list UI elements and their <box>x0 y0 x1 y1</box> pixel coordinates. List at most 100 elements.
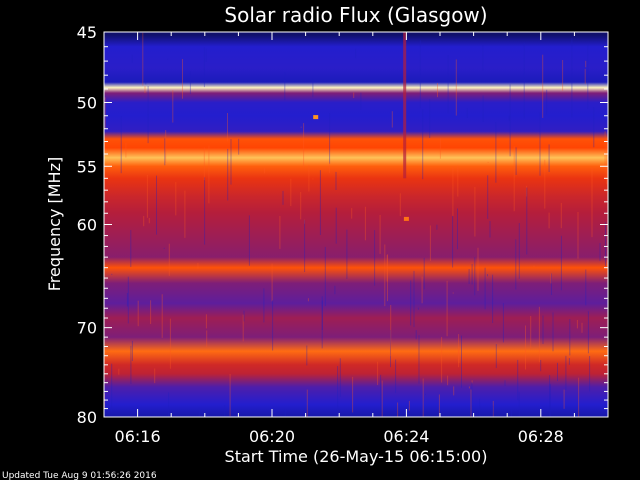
updated-timestamp: Updated Tue Aug 9 01:56:26 2016 <box>2 471 157 480</box>
texture-streak <box>304 219 305 224</box>
spectrogram-heatmap <box>104 32 608 417</box>
texture-streak <box>569 319 571 356</box>
texture-streak <box>408 400 410 411</box>
texture-streak <box>457 208 458 250</box>
texture-streak <box>384 244 386 307</box>
texture-streak <box>120 116 122 174</box>
texture-streak <box>509 84 511 157</box>
texture-streak <box>587 311 589 354</box>
texture-streak <box>492 405 494 417</box>
texture-streak <box>329 162 330 173</box>
texture-streak <box>474 257 476 296</box>
texture-streak <box>438 394 440 417</box>
texture-streak <box>578 377 580 417</box>
texture-streak <box>560 202 562 229</box>
texture-streak <box>504 380 506 387</box>
texture-streak <box>229 373 231 417</box>
texture-streak <box>544 159 546 209</box>
texture-streak <box>206 330 208 347</box>
texture-streak <box>335 171 337 190</box>
texture-streak <box>399 193 401 217</box>
texture-streak <box>198 407 200 417</box>
texture-streak <box>523 42 525 119</box>
texture-streak <box>565 355 567 390</box>
texture-streak <box>306 345 308 366</box>
texture-streak <box>542 54 544 118</box>
texture-streak <box>571 37 573 118</box>
texture-streak <box>355 48 357 59</box>
texture-streak <box>279 216 281 249</box>
texture-streak <box>581 322 583 333</box>
texture-streak <box>417 307 419 310</box>
texture-streak <box>175 182 177 216</box>
texture-streak <box>577 212 579 259</box>
texture-streak <box>470 389 472 417</box>
texture-streak <box>484 267 486 310</box>
texture-streak <box>205 314 207 329</box>
texture-streak <box>189 71 191 94</box>
texture-streak <box>374 230 376 286</box>
texture-streak <box>436 224 438 230</box>
texture-streak <box>290 178 292 207</box>
texture-streak <box>172 90 174 123</box>
texture-streak <box>148 218 150 224</box>
texture-streak <box>300 126 302 128</box>
texture-streak <box>548 212 550 229</box>
texture-streak <box>542 315 544 344</box>
texture-streak <box>539 111 541 176</box>
texture-streak <box>263 288 265 323</box>
texture-streak <box>606 137 608 185</box>
texture-streak <box>165 76 167 82</box>
texture-streak <box>284 409 286 417</box>
texture-streak <box>352 376 354 413</box>
texture-streak <box>452 166 454 217</box>
texture-streak <box>161 294 163 338</box>
texture-streak <box>169 318 171 369</box>
texture-streak <box>437 83 438 98</box>
texture-streak <box>137 300 139 327</box>
texture-streak <box>452 292 454 294</box>
texture-streak <box>387 254 388 302</box>
texture-streak <box>379 214 381 254</box>
texture-streak <box>204 177 206 245</box>
texture-streak <box>395 359 397 393</box>
texture-streak <box>321 296 323 349</box>
texture-streak <box>526 187 528 255</box>
texture-streak <box>319 170 321 235</box>
texture-streak <box>312 77 314 98</box>
texture-streak <box>471 380 473 384</box>
texture-streak <box>495 122 497 183</box>
x-tick-label: 06:16 <box>115 427 161 446</box>
texture-streak <box>605 222 606 266</box>
texture-streak <box>131 54 133 63</box>
texture-streak <box>551 273 552 295</box>
texture-streak <box>284 72 286 101</box>
texture-streak <box>525 185 527 197</box>
texture-streak <box>224 405 226 417</box>
texture-streak <box>429 99 431 138</box>
texture-streak <box>184 190 186 238</box>
y-tick-label: 80 <box>77 408 97 427</box>
texture-streak <box>563 389 565 409</box>
texture-streak <box>390 305 392 357</box>
texture-streak <box>147 86 149 144</box>
texture-streak <box>585 269 587 306</box>
texture-streak <box>154 368 156 384</box>
texture-streak <box>466 108 468 118</box>
texture-streak <box>538 306 540 363</box>
texture-streak <box>562 60 564 91</box>
texture-streak <box>557 362 558 381</box>
texture-streak <box>150 300 152 324</box>
texture-streak <box>380 374 382 417</box>
texture-streak <box>205 48 207 62</box>
texture-streak <box>230 139 232 185</box>
texture-streak <box>300 192 302 220</box>
texture-streak <box>272 300 274 351</box>
texture-streak <box>415 330 417 340</box>
texture-streak <box>143 215 145 227</box>
texture-streak <box>482 95 484 122</box>
time-spike <box>403 32 407 179</box>
x-axis-label: Start Time (26-May-15 06:15:00) <box>225 447 488 466</box>
texture-streak <box>168 243 170 276</box>
